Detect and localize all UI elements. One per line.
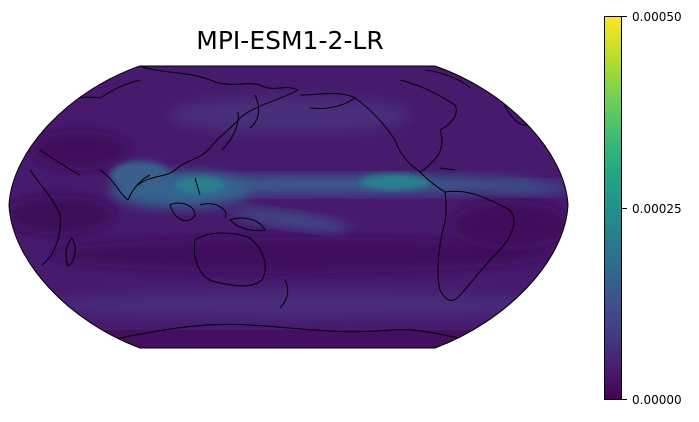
- map-boundary: [8, 65, 569, 349]
- colorbar-label-mid: 0.00025: [632, 202, 682, 216]
- colorbar: [604, 16, 622, 400]
- colorbar-tick-mid: [622, 208, 627, 209]
- colorbar-label-bottom: 0.00000: [632, 393, 682, 407]
- map-panel: [8, 65, 569, 349]
- colorbar-tick-top: [622, 16, 627, 17]
- colorbar-tick-bottom: [622, 399, 627, 400]
- colorbar-label-top: 0.00050: [632, 10, 682, 24]
- coastlines: [29, 66, 568, 341]
- map-title: MPI-ESM1-2-LR: [196, 26, 384, 55]
- precipitation-field: [9, 66, 568, 348]
- robinson-map: [8, 65, 569, 349]
